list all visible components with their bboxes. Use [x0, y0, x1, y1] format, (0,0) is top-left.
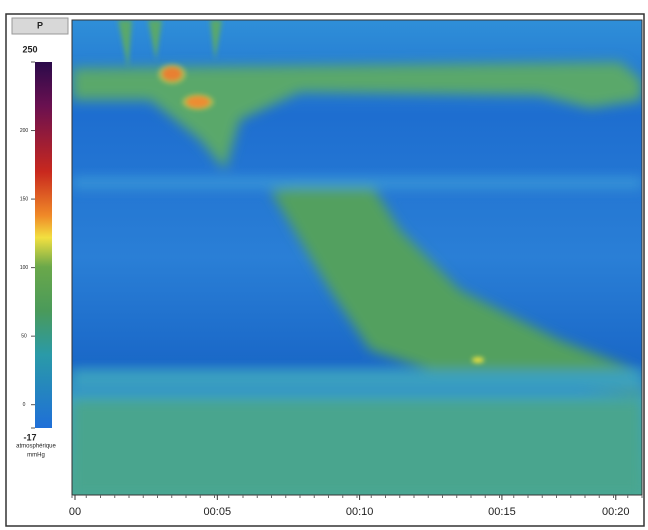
colorbar-tick-label: 0 — [23, 402, 26, 408]
colorbar-label: atmosphérique — [16, 444, 56, 450]
x-tick-label: 00:10 — [346, 506, 374, 518]
x-tick-label: 00 — [69, 506, 81, 518]
colorbar-tick-label: 50 — [21, 333, 27, 339]
x-tick-label: 00:05 — [204, 506, 232, 518]
header-box — [11, 17, 69, 35]
colorbar-tick-label: -17 — [23, 432, 36, 442]
x-tick-label: 00:20 — [602, 506, 630, 518]
colorbar-tick-label: 250 — [22, 44, 37, 54]
colorbar — [35, 62, 52, 428]
panel-title: P — [37, 20, 43, 30]
colorbar-unit: mmHg — [27, 453, 45, 459]
colorbar-tick-label: 150 — [20, 196, 29, 202]
colorbar-tick-label: 200 — [20, 128, 29, 134]
pressure-map — [72, 20, 642, 495]
x-tick-label: 00:15 — [488, 506, 516, 518]
colorbar-tick-label: 100 — [20, 265, 29, 271]
